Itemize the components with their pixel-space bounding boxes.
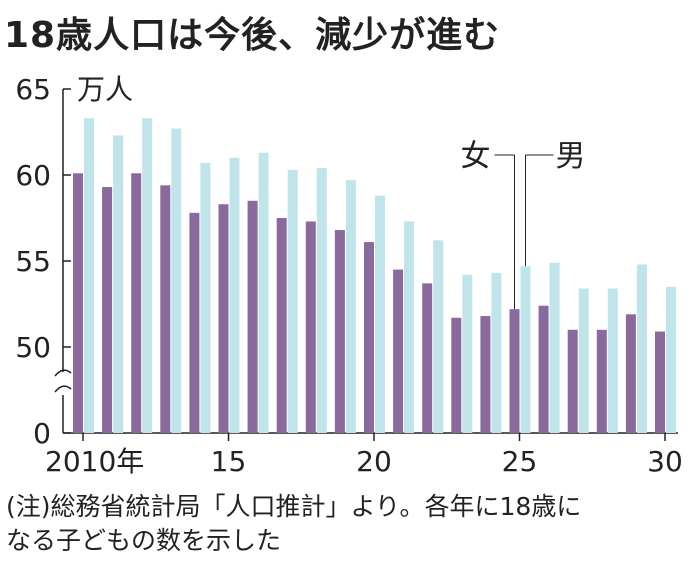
bar-female — [480, 316, 491, 433]
bar-female — [247, 200, 258, 433]
bar-male — [316, 168, 327, 433]
bar-female — [73, 173, 83, 433]
bar-male — [491, 273, 502, 433]
bar-male — [229, 157, 240, 434]
bar-male — [433, 240, 444, 433]
chart-bars — [73, 118, 676, 434]
bar-male — [287, 169, 298, 433]
y-tick-label: 60 — [15, 159, 51, 192]
bar-male — [113, 135, 124, 433]
axis-break-mark-upper — [54, 369, 72, 377]
bar-male — [258, 152, 269, 433]
bar-male — [345, 180, 356, 433]
bar-chart: 0 50 55 60 65 万人 2010年 15 20 25 30 女 男 — [15, 73, 682, 478]
bar-male — [549, 262, 560, 433]
y-tick-label: 50 — [15, 331, 51, 364]
bar-male — [578, 288, 589, 433]
x-tick-label: 20 — [356, 445, 392, 478]
footnote-line-2: なる子どもの数を示した — [6, 526, 282, 555]
bar-male — [375, 195, 385, 433]
bar-male — [520, 266, 531, 433]
footnote: (注)総務省統計局「人口推計」より。各年に18歳に なる子どもの数を示した — [6, 490, 692, 558]
y-tick-label: 65 — [15, 73, 51, 106]
x-tick-label: 30 — [647, 445, 683, 478]
bar-female — [596, 329, 607, 433]
chart-title: 18歳人口は今後、減少が進む — [4, 15, 501, 56]
bar-male — [171, 128, 182, 433]
x-tick-label: 25 — [502, 445, 538, 478]
bar-female — [189, 212, 200, 433]
bar-female — [131, 173, 142, 433]
bar-female — [102, 187, 113, 433]
x-tick-label: 15 — [211, 445, 247, 478]
bar-female — [305, 221, 316, 433]
bar-female — [509, 309, 520, 433]
legend-label-female: 女 — [461, 139, 491, 174]
bar-female — [625, 314, 636, 433]
bar-female — [451, 317, 462, 433]
axis-break-mark-lower — [54, 385, 72, 393]
footnote-line-1: (注)総務省統計局「人口推計」より。各年に18歳に — [6, 492, 582, 521]
bar-female — [364, 242, 374, 433]
bar-male — [404, 221, 415, 433]
bar-female — [422, 283, 433, 433]
bar-female — [567, 329, 578, 433]
legend-label-male: 男 — [556, 139, 586, 174]
bar-male — [84, 118, 94, 434]
bar-female — [276, 218, 287, 433]
y-axis-unit-label: 万人 — [77, 73, 133, 106]
bar-female — [538, 305, 549, 433]
chart-labels: 0 50 55 60 65 万人 2010年 15 20 25 30 女 男 — [15, 73, 682, 478]
y-tick-label: 0 — [33, 417, 51, 450]
bar-female — [655, 331, 665, 433]
x-tick-label: 2010年 — [45, 445, 144, 478]
bar-female — [160, 185, 171, 433]
bar-male — [636, 264, 647, 433]
bar-female — [218, 204, 229, 433]
bar-male — [142, 118, 153, 434]
y-tick-label: 55 — [15, 245, 51, 278]
bar-male — [462, 274, 473, 433]
bar-male — [666, 286, 676, 433]
bar-female — [334, 230, 345, 433]
bar-male — [607, 288, 618, 433]
bar-male — [200, 162, 211, 433]
bar-female — [393, 269, 404, 433]
